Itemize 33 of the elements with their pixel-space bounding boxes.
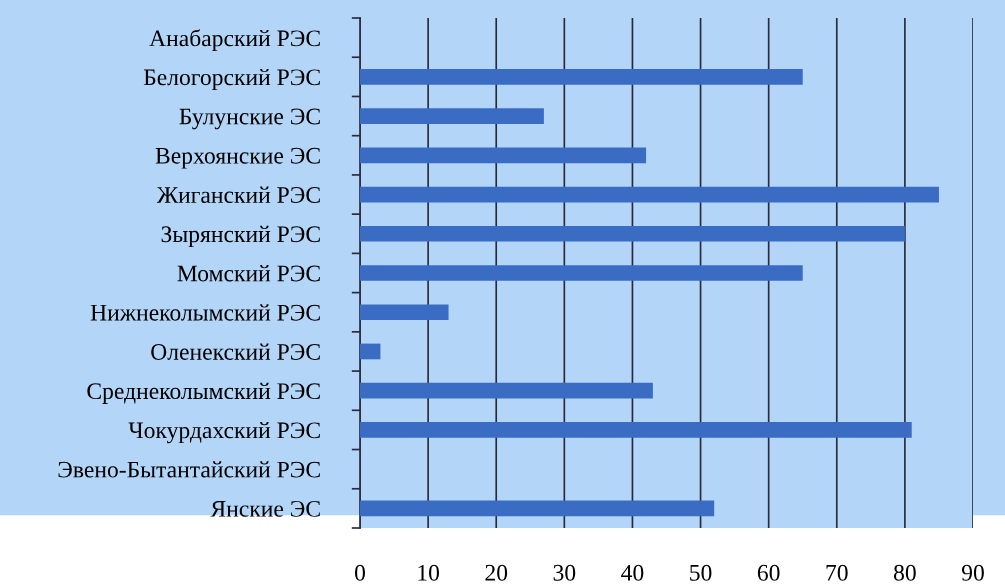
x-tick-label: 30 [553, 564, 576, 581]
y-tick-label: Белогорский РЭС [143, 68, 320, 91]
y-tick-label: Нижнеколымский РЭС [90, 304, 320, 321]
bar [360, 108, 544, 124]
y-tick-label: Анабарский РЭС [149, 29, 320, 52]
bar [360, 382, 653, 399]
bar [360, 69, 803, 85]
x-tick-label: 70 [826, 564, 848, 581]
x-tick-label: 80 [893, 564, 916, 581]
x-tick-label: 50 [690, 564, 712, 581]
y-tick-label: Среднеколымский РЭС [87, 382, 320, 404]
x-tick-label: 60 [757, 564, 780, 581]
y-tick-label: Верхоянские ЭС [155, 147, 320, 169]
y-tick-label: Янские ЭС [210, 500, 320, 517]
x-tick-label: 90 [961, 564, 984, 581]
y-tick-label: Зырянский РЭС [161, 225, 320, 247]
bar [360, 343, 381, 360]
y-tick-label: Жиганский РЭС [156, 186, 320, 203]
x-tick-label: 20 [485, 564, 508, 581]
bar [360, 186, 939, 203]
y-tick-label: Оленекский РЭС [151, 343, 320, 360]
y-tick-label: Чокурдахский РЭС [128, 421, 320, 444]
y-tick-label: Эвено-Бытантайский РЭС [58, 461, 320, 478]
bar [360, 265, 803, 281]
bar [360, 422, 912, 438]
x-tick-label: 10 [418, 564, 440, 581]
x-tick-label: 0 [355, 564, 365, 581]
x-tick-label: 40 [621, 564, 644, 581]
y-tick-label: Булунские ЭС [179, 108, 320, 130]
y-tick-label: Момский РЭС [177, 265, 320, 282]
bar [360, 225, 905, 242]
bar [360, 304, 449, 321]
bar [360, 147, 647, 164]
